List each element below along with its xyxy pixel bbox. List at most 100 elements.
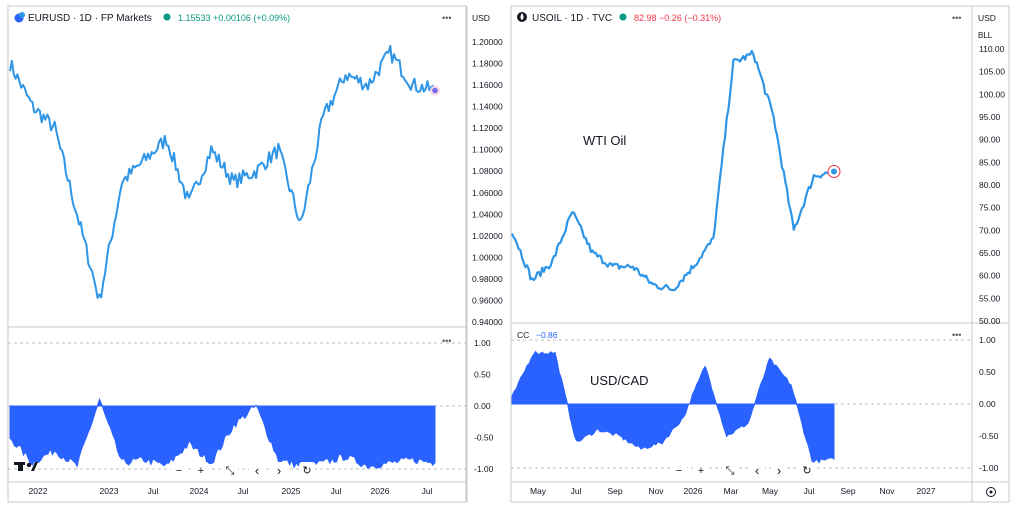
right-time-axis[interactable]: May Jul Sep Nov 2026 Mar May Jul Sep Nov 2027	[530, 486, 936, 496]
right-time-tick-2: Sep	[607, 486, 622, 496]
right-chevron-right-icon: ›	[777, 463, 781, 478]
left-time-tick-2: Jul	[148, 486, 159, 496]
left-price-tick-1: 1.18000	[472, 59, 503, 69]
usoil-price-axis[interactable]: 110.00 105.00 100.00 95.00 90.00 85.00 80.00 75…	[979, 44, 1005, 326]
right-scroll-left-button[interactable]	[749, 462, 765, 478]
time-axis-settings-icon[interactable]	[986, 487, 996, 497]
usoil-legend-title[interactable]: USOIL · 1D · TVC	[532, 13, 612, 24]
left-price-tick-13: 0.94000	[472, 317, 503, 327]
right-auto-fit-button[interactable]	[722, 462, 738, 478]
reset-chart-button[interactable]	[299, 462, 315, 478]
right-auto-fit-icon: ⤡	[726, 465, 735, 477]
left-pane-menu-icon[interactable]: •••	[442, 13, 451, 23]
left-price-tick-7: 1.06000	[472, 188, 503, 198]
right-time-tick-5: Mar	[724, 486, 739, 496]
left-osc-tick-3: -0.50	[474, 433, 494, 443]
right-zoom-in-label: +	[698, 465, 704, 477]
right-zoom-toolbar: − + ⤡ ‹ › ↻	[671, 462, 815, 478]
right-reset-icon: ↻	[802, 465, 811, 477]
right-osc-tick-3: -0.50	[979, 431, 999, 441]
left-time-tick-5: 2025	[282, 486, 301, 496]
left-osc-axis[interactable]: 1.00 0.50 0.00 -0.50 -1.00	[474, 338, 494, 474]
right-zoom-out-label: −	[676, 465, 682, 477]
left-time-tick-7: 2026	[371, 486, 390, 496]
left-currency-label[interactable]: USD	[472, 13, 490, 23]
left-time-tick-4: Jul	[238, 486, 249, 496]
right-price-tick-12: 50.00	[979, 316, 1001, 326]
left-zoom-toolbar: − + ⤡ ‹ › ↻	[171, 462, 315, 478]
cc-indicator-label[interactable]: CC	[517, 330, 529, 340]
cc-indicator-value: −0.86	[536, 330, 558, 340]
right-price-tick-6: 80.00	[979, 180, 1001, 190]
right-reset-chart-button[interactable]	[799, 462, 815, 478]
right-unit-label[interactable]: BLL	[978, 31, 993, 40]
chevron-left-icon: ‹	[255, 463, 259, 478]
right-price-tick-5: 85.00	[979, 157, 1001, 167]
right-scroll-right-button[interactable]	[771, 462, 787, 478]
left-time-axis[interactable]: 2022 2023 Jul 2024 Jul 2025 Jul 2026 Jul	[29, 486, 433, 496]
right-price-tick-3: 95.00	[979, 112, 1001, 122]
usoil-last-price-dot	[831, 168, 837, 175]
zoom-out-button[interactable]	[171, 462, 187, 478]
wti-annotation: WTI Oil	[583, 133, 626, 148]
eurusd-price-axis[interactable]: 1.20000 1.18000 1.16000 1.14000 1.12000 1.100…	[472, 37, 503, 327]
right-time-tick-6: May	[762, 486, 779, 496]
right-zoom-in-button[interactable]	[693, 462, 709, 478]
zoom-in-button[interactable]	[193, 462, 209, 478]
right-zoom-out-button[interactable]	[671, 462, 687, 478]
right-price-tick-2: 100.00	[979, 89, 1005, 99]
right-price-tick-4: 90.00	[979, 135, 1001, 145]
right-time-tick-1: Jul	[571, 486, 582, 496]
right-price-tick-10: 60.00	[979, 271, 1001, 281]
auto-fit-button[interactable]	[222, 462, 238, 478]
right-currency-label[interactable]: USD	[978, 13, 996, 23]
right-osc-axis[interactable]: 1.00 0.50 0.00 -0.50 -1.00	[979, 335, 999, 473]
left-oscillator-area	[9, 397, 436, 470]
left-time-tick-6: Jul	[331, 486, 342, 496]
usoil-symbol-icon[interactable]	[517, 12, 527, 22]
left-price-tick-6: 1.08000	[472, 166, 503, 176]
left-price-tick-0: 1.20000	[472, 37, 503, 47]
left-osc-tick-0: 1.00	[474, 338, 491, 348]
right-pane-menu-icon[interactable]: •••	[952, 13, 961, 23]
right-osc-tick-4: -1.00	[979, 463, 999, 473]
right-osc-tick-1: 0.50	[979, 367, 996, 377]
eurusd-symbol-icon[interactable]	[14, 12, 26, 23]
market-status-icon	[163, 13, 171, 21]
cc-oscillator-area	[511, 350, 835, 465]
right-time-tick-7: Jul	[804, 486, 815, 496]
left-price-tick-4: 1.12000	[472, 123, 503, 133]
scroll-right-button[interactable]	[271, 462, 287, 478]
right-price-tick-0: 110.00	[979, 44, 1005, 54]
right-price-tick-1: 105.00	[979, 67, 1005, 77]
usoil-market-status-icon	[619, 13, 627, 21]
right-osc-tick-2: 0.00	[979, 399, 996, 409]
left-price-tick-12: 0.96000	[472, 296, 503, 306]
right-chevron-left-icon: ‹	[755, 463, 759, 478]
right-osc-tick-0: 1.00	[979, 335, 996, 345]
auto-fit-icon: ⤡	[226, 465, 235, 477]
left-tradingview-logo[interactable]	[14, 462, 38, 471]
eurusd-last-price-dot	[432, 87, 438, 94]
right-time-tick-10: 2027	[917, 486, 936, 496]
left-price-tick-5: 1.10000	[472, 145, 503, 155]
right-price-tick-7: 75.00	[979, 203, 1001, 213]
right-time-tick-0: May	[530, 486, 547, 496]
left-price-tick-3: 1.14000	[472, 102, 503, 112]
scroll-left-button[interactable]	[249, 462, 265, 478]
left-price-tick-2: 1.16000	[472, 80, 503, 90]
right-osc-menu-icon[interactable]: •••	[952, 330, 961, 340]
left-time-tick-8: Jul	[422, 486, 433, 496]
left-price-tick-8: 1.04000	[472, 209, 503, 219]
left-price-tick-11: 0.98000	[472, 274, 503, 284]
left-price-tick-9: 1.02000	[472, 231, 503, 241]
usoil-price-line	[510, 49, 835, 292]
left-osc-menu-icon[interactable]: •••	[442, 336, 451, 346]
eurusd-legend-title[interactable]: EURUSD · 1D · FP Markets	[28, 13, 152, 24]
eurusd-price-readout: 1.15533 +0.00106 (+0.09%)	[178, 13, 290, 23]
left-osc-tick-2: 0.00	[474, 401, 491, 411]
right-time-tick-8: Sep	[840, 486, 855, 496]
usoil-price-readout: 82.98 −0.26 (−0.31%)	[634, 13, 721, 23]
